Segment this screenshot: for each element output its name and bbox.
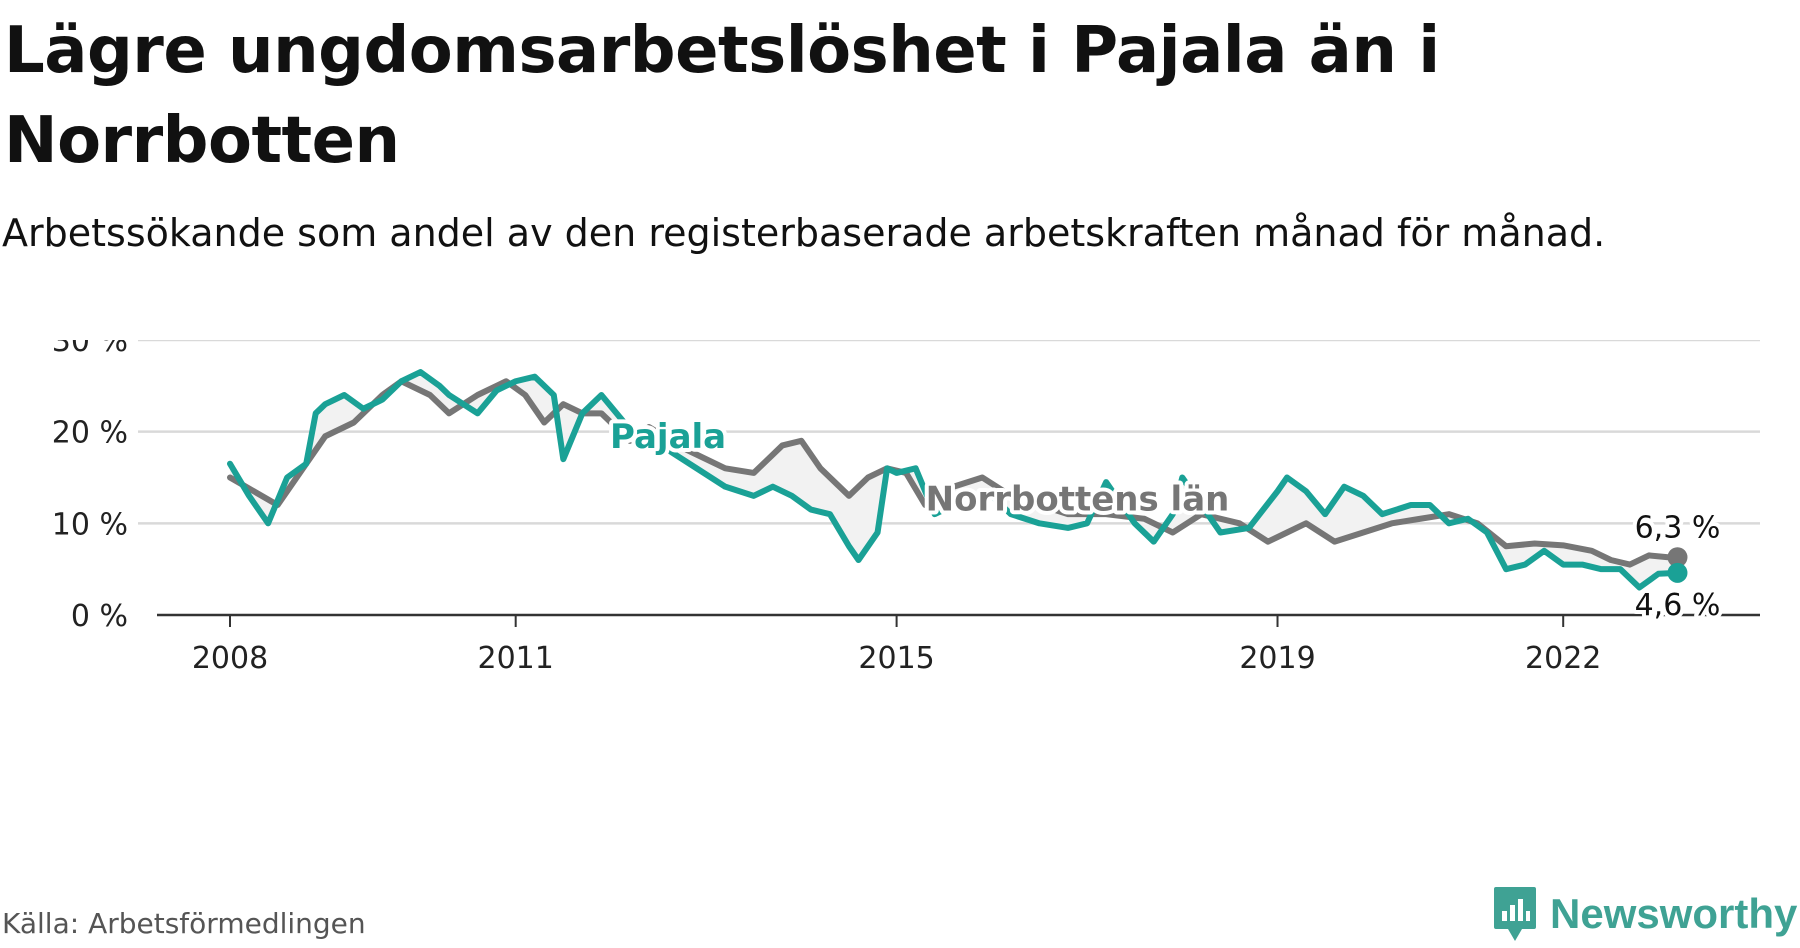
line-chart: 0 % 10 % 20 % 30 % 2008 2011 2015 2019 2022 Pajal…	[52, 340, 1760, 676]
brand-logo: Newsworthy	[1492, 884, 1797, 944]
x-tick-label: 2011	[478, 641, 554, 676]
series-line-pajala	[227, 369, 1681, 591]
x-tick-label: 2015	[858, 641, 934, 676]
brand-name: Newsworthy	[1550, 890, 1798, 937]
y-tick-label: 0 %	[71, 599, 128, 634]
y-tick-label: 10 %	[52, 507, 128, 542]
x-tick-label: 2022	[1525, 641, 1601, 676]
chart-subtitle: Arbetssökande som andel av den registerb…	[2, 211, 1606, 255]
x-tick-label: 2008	[192, 641, 268, 676]
end-point-norrbottens-lan	[1667, 547, 1688, 568]
x-tick-label: 2019	[1239, 641, 1315, 676]
y-tick-label: 20 %	[52, 416, 128, 451]
source-note: Källa: Arbetsförmedlingen	[2, 907, 366, 940]
newsworthy-logo-icon	[1494, 887, 1536, 941]
end-value-label: 6,3 %	[1635, 510, 1721, 545]
y-tick-label: 30 %	[52, 340, 128, 359]
series-label: Norrbottens län	[926, 480, 1230, 520]
series-line-norrbottens-lan	[227, 378, 1681, 568]
series-label: Pajala	[610, 417, 726, 457]
end-point-pajala	[1667, 562, 1688, 583]
chart-title: Lägre ungdomsarbetslöshet i Pajala än i …	[4, 14, 1440, 178]
end-value-label: 4,6 %	[1635, 588, 1721, 623]
